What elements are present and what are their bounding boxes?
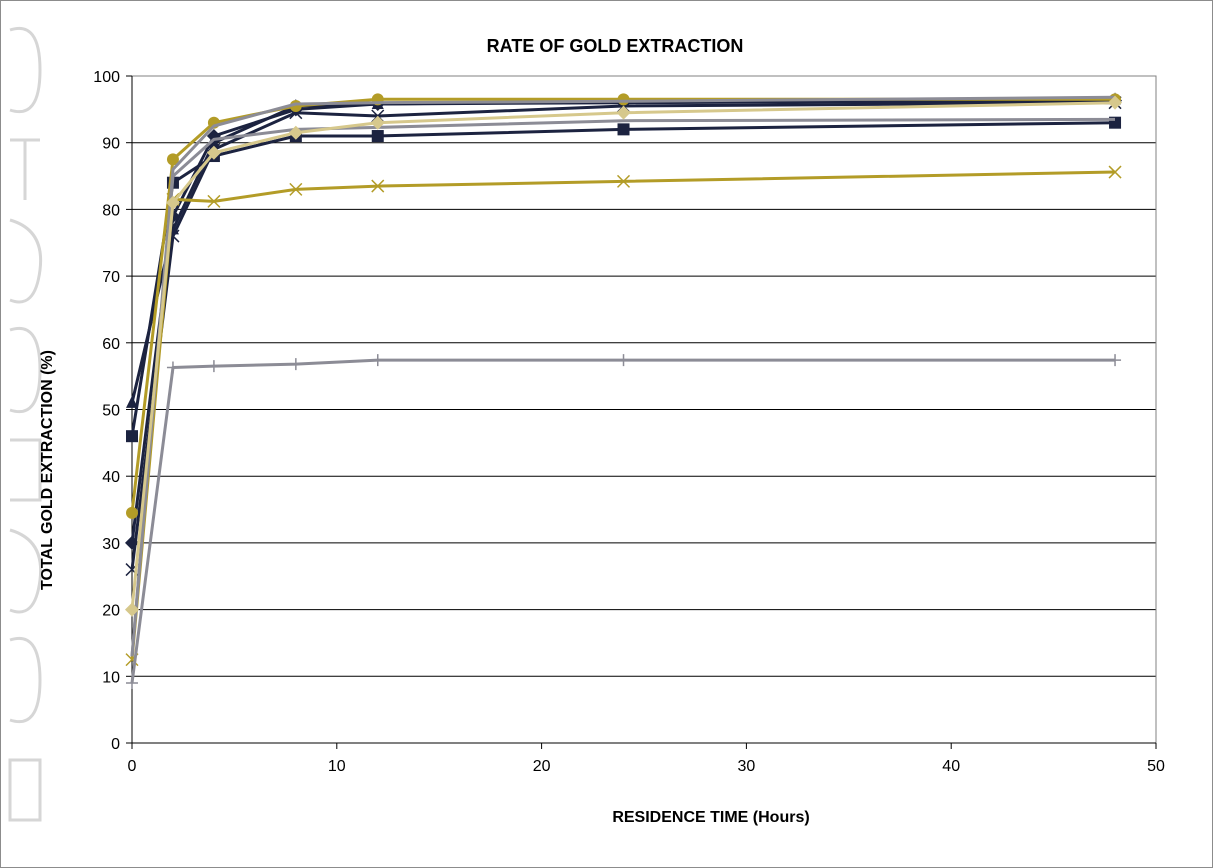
series-9	[126, 354, 1122, 689]
data-point	[371, 130, 384, 143]
y-tick-label: 0	[111, 736, 120, 753]
data-point	[617, 354, 630, 367]
y-tick-label: 10	[102, 669, 120, 686]
data-point	[370, 115, 385, 130]
data-point	[126, 676, 138, 689]
data-point	[371, 179, 385, 193]
data-point	[126, 506, 138, 519]
data-point	[616, 174, 631, 188]
series-line	[130, 170, 1116, 660]
x-tick-label: 10	[328, 758, 346, 775]
series-line	[130, 101, 1116, 570]
data-point	[1108, 95, 1123, 110]
y-tick-label: 70	[102, 269, 120, 286]
x-tick-label: 30	[738, 758, 756, 775]
x-tick-label: 50	[1147, 758, 1165, 775]
series-2	[126, 116, 1122, 443]
y-tick-label: 30	[102, 536, 120, 553]
chart-title: RATE OF GOLD EXTRACTION	[487, 36, 744, 56]
x-tick-label: 40	[942, 758, 960, 775]
data-point	[166, 361, 179, 374]
data-point	[617, 123, 630, 136]
data-point	[126, 430, 138, 443]
y-tick-label: 20	[102, 603, 120, 620]
series-line	[130, 358, 1115, 684]
y-tick-label: 60	[102, 336, 120, 353]
series-line	[130, 117, 1116, 657]
y-tick-label: 80	[102, 202, 120, 219]
data-point	[165, 195, 180, 210]
series-line	[130, 97, 1115, 514]
data-point	[166, 153, 179, 166]
gridlines	[132, 75, 1156, 677]
x-axis-label: RESIDENCE TIME (Hours)	[612, 809, 809, 826]
data-point	[1109, 354, 1122, 367]
y-axis: 0 10 20 30 40 50 60 70 80 90 100	[93, 69, 133, 753]
y-tick-label: 90	[102, 136, 120, 153]
data-point	[207, 360, 220, 373]
y-tick-label: 40	[102, 469, 120, 486]
data-point	[371, 354, 384, 367]
data-point	[289, 358, 302, 371]
y-tick-label: 100	[93, 69, 120, 86]
series-5	[126, 93, 1122, 519]
data-point	[126, 395, 138, 408]
data-point	[616, 105, 631, 120]
y-axis-label: TOTAL GOLD EXTRACTION (%)	[39, 350, 56, 590]
y-tick-label: 50	[102, 403, 120, 420]
series-7	[130, 95, 1116, 657]
watermark-logo	[8, 27, 43, 822]
series-8	[130, 117, 1116, 657]
series-line	[130, 121, 1116, 437]
series-4	[125, 96, 1122, 577]
data-point	[207, 194, 221, 208]
x-axis: 0 10 20 30 40 50	[128, 742, 1165, 775]
data-point	[288, 125, 303, 140]
series-10	[125, 95, 1123, 617]
x-tick-label: 0	[128, 758, 137, 775]
series-line	[130, 95, 1116, 657]
data-point	[1108, 165, 1122, 179]
data-point	[125, 602, 139, 617]
data-point	[206, 145, 221, 160]
x-tick-label: 20	[533, 758, 551, 775]
series-layer	[125, 92, 1123, 689]
series-6	[125, 165, 1122, 667]
data-point	[617, 93, 630, 106]
series-3	[125, 93, 1123, 550]
data-point	[289, 182, 303, 196]
